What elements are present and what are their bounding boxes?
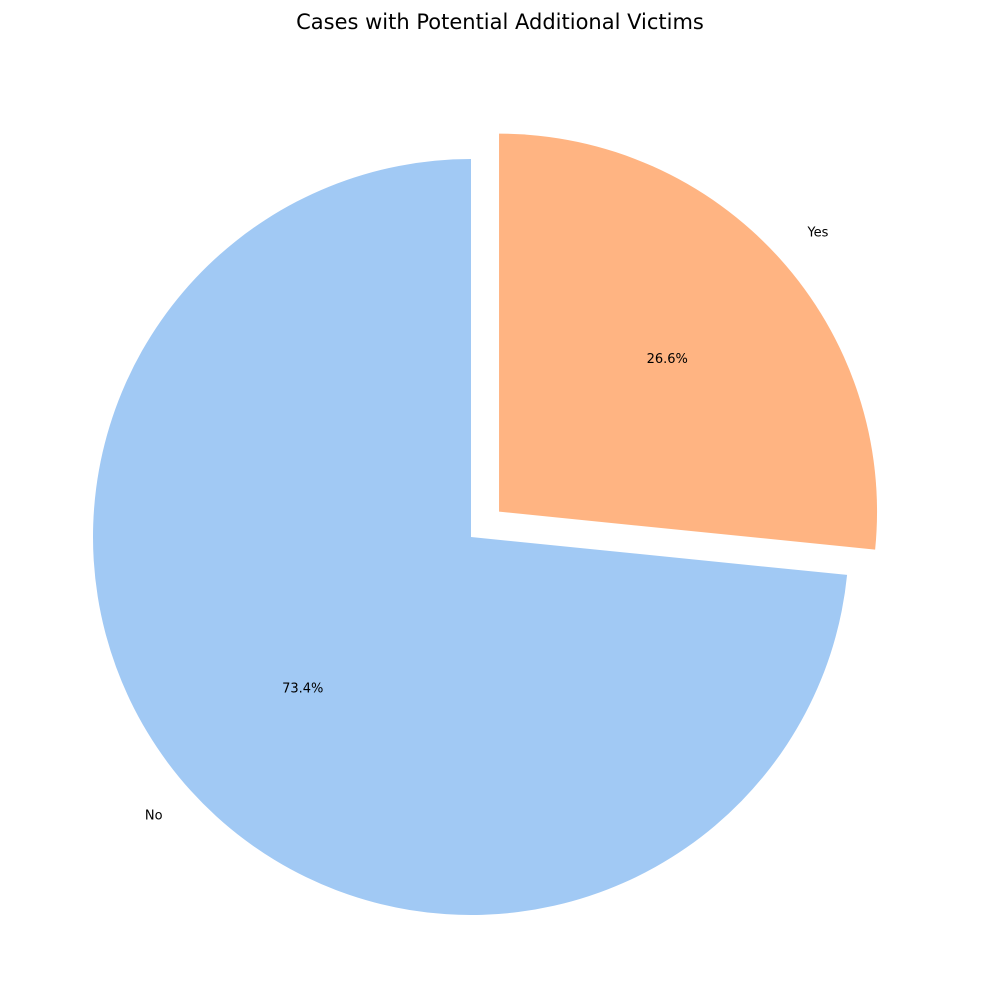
pie-slice-yes [499,133,878,550]
chart-title: Cases with Potential Additional Victims [296,10,704,34]
slice-pct-no: 73.4% [282,682,323,697]
slice-label-no: No [145,808,163,823]
pie-slice-no [93,159,848,915]
pie-labels: No 73.4% Yes 26.6% [145,225,829,823]
slice-label-yes: Yes [806,225,828,240]
slice-pct-yes: 26.6% [647,352,688,367]
pie-slices [93,133,878,915]
